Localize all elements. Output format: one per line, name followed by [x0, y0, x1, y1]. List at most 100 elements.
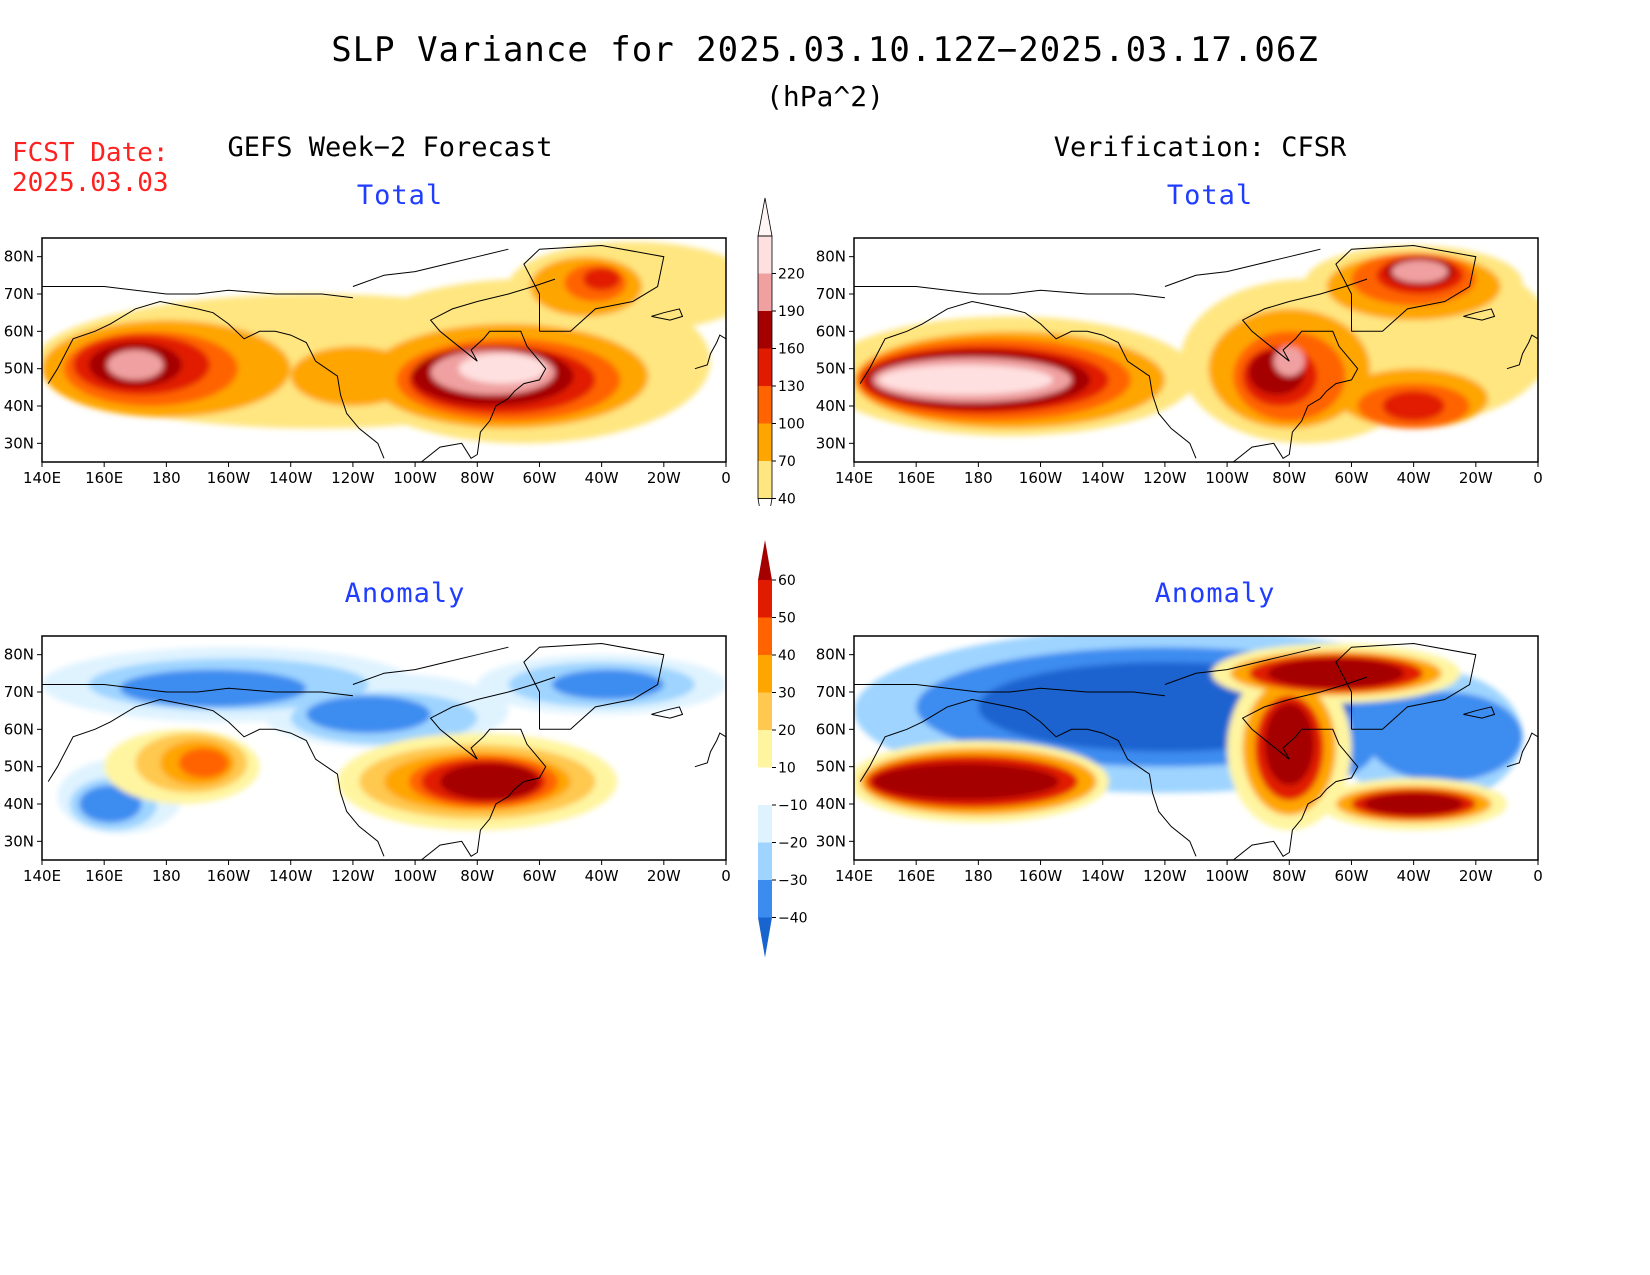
- lon-tick-label: 140E: [23, 867, 61, 885]
- colorbar-tick-label: 70: [778, 454, 796, 470]
- lon-tick-label: 160E: [85, 469, 123, 487]
- coastline-3: [651, 308, 684, 321]
- colorbar-tick-label: 190: [778, 304, 805, 320]
- lon-tick-label: 60W: [522, 867, 556, 885]
- coastline-4: [694, 334, 726, 370]
- colorbar-segment: [758, 423, 772, 461]
- lon-tick-label: 160W: [1019, 867, 1063, 885]
- coastline-4: [1506, 334, 1538, 370]
- colorbar-segment: [758, 386, 772, 424]
- colorbar-tick-label: 40: [778, 492, 796, 507]
- coastline-4: [1506, 732, 1538, 768]
- colorbar-segment: [758, 311, 772, 349]
- chart-units: (hPa^2): [765, 80, 884, 113]
- lon-tick-label: 0: [1533, 469, 1543, 487]
- lon-tick-label: 60W: [1334, 867, 1368, 885]
- colorbar-segment: [758, 273, 772, 311]
- colorbar-segment: [758, 805, 772, 843]
- coastline-3: [651, 706, 684, 719]
- coastline-6: [352, 248, 509, 287]
- coastline-5: [42, 286, 353, 299]
- colorbar-tick-label: 40: [778, 648, 796, 664]
- colorbar-segment: [758, 767, 772, 805]
- lon-tick-label: 180: [152, 469, 181, 487]
- lon-tick-label: 140E: [835, 469, 873, 487]
- field-contour-22: [878, 364, 1053, 395]
- forecast-date-value: 2025.03.03: [12, 168, 169, 198]
- lat-tick-label: 60N: [816, 322, 846, 340]
- colorbar-tick-label: 60: [778, 573, 796, 589]
- coastline-3: [1463, 308, 1496, 321]
- field-contour-15: [107, 350, 164, 380]
- coastline-1: [1232, 676, 1368, 860]
- lat-tick-label: 50N: [816, 758, 846, 776]
- lon-tick-label: 60W: [522, 469, 556, 487]
- lon-tick-label: 140W: [1081, 867, 1125, 885]
- colorbar-segment: [758, 617, 772, 655]
- field-contour-14: [1382, 391, 1445, 421]
- colorbar-tick-label: 50: [778, 611, 796, 627]
- colorbar-upper-arrow: [757, 197, 773, 237]
- lat-tick-label: 60N: [816, 720, 846, 738]
- field-contour-17: [458, 353, 546, 384]
- lon-tick-label: 140W: [269, 469, 313, 487]
- lat-tick-label: 70N: [816, 683, 846, 701]
- lon-tick-label: 160W: [1019, 469, 1063, 487]
- field-contour-10: [79, 785, 142, 823]
- lon-tick-label: 0: [721, 867, 731, 885]
- coastline-0: [859, 300, 1197, 459]
- coastline-0: [859, 698, 1197, 857]
- coastline-1: [420, 278, 556, 462]
- lon-tick-label: 100W: [393, 867, 437, 885]
- field-contour-20: [1391, 260, 1448, 283]
- lat-tick-label: 50N: [816, 360, 846, 378]
- map-frame: [41, 237, 727, 463]
- lat-tick-label: 40N: [816, 795, 846, 813]
- lat-tick-label: 80N: [816, 248, 846, 266]
- lon-tick-label: 0: [721, 469, 731, 487]
- lon-tick-label: 140W: [1081, 469, 1125, 487]
- coastline-1: [1232, 278, 1368, 462]
- map-panel-gefs-total: 80N 70N 60N 50N 40N 30N 140E 160E 180 160W 140W 120…: [0, 230, 760, 500]
- colorbar-segment: [758, 580, 772, 618]
- lon-tick-label: 40W: [1397, 469, 1431, 487]
- lon-tick-label: 40W: [585, 469, 619, 487]
- colorbar-tick-label: 130: [778, 379, 805, 395]
- map-panel-cfsr-anomaly: 80N 70N 60N 50N 40N 30N 140E 160E 180 160W 140W 120…: [812, 628, 1572, 898]
- lon-tick-label: 160E: [897, 469, 935, 487]
- lat-tick-label: 40N: [816, 397, 846, 415]
- forecast-date-block: FCST Date: 2025.03.03: [12, 138, 169, 198]
- lat-tick-label: 70N: [816, 285, 846, 303]
- coastline-5: [854, 286, 1165, 299]
- colorbar-tick-label: 30: [778, 686, 796, 702]
- field-contour-19: [178, 748, 229, 778]
- coastline-2: [523, 642, 665, 730]
- map-panel-cfsr-total: 80N 70N 60N 50N 40N 30N 140E 160E 180 160W 140W 120…: [812, 230, 1572, 500]
- coastline-6: [1164, 646, 1321, 685]
- field-contour-21: [439, 762, 540, 801]
- map-frame: [853, 237, 1539, 463]
- lat-tick-label: 60N: [4, 720, 34, 738]
- lat-tick-label: 70N: [4, 285, 34, 303]
- lon-tick-label: 160W: [207, 469, 251, 487]
- coastline-5: [854, 684, 1165, 697]
- colorbar-tick-label: 220: [778, 267, 805, 283]
- lon-tick-label: 120W: [331, 867, 375, 885]
- lat-tick-label: 50N: [4, 758, 34, 776]
- lat-tick-label: 80N: [4, 646, 34, 664]
- coastline-4: [694, 732, 726, 768]
- lon-tick-label: 120W: [1143, 867, 1187, 885]
- br-panel-title: Anomaly: [1154, 578, 1276, 609]
- lon-tick-label: 20W: [647, 867, 681, 885]
- lon-tick-label: 20W: [647, 469, 681, 487]
- colorbar-segment: [758, 880, 772, 918]
- lat-tick-label: 30N: [4, 832, 34, 850]
- field-contour-18: [872, 762, 1060, 801]
- colorbar-segment: [758, 842, 772, 880]
- colorbar-upper-arrow: [758, 540, 772, 580]
- coastline-5: [42, 684, 353, 697]
- anomaly-colorbar: 60 50 40 30 20 10 −10 −20 −30 −40: [750, 538, 820, 967]
- tr-panel-title: Total: [1166, 180, 1254, 211]
- lon-tick-label: 80W: [1272, 469, 1306, 487]
- coastline-2: [523, 244, 665, 332]
